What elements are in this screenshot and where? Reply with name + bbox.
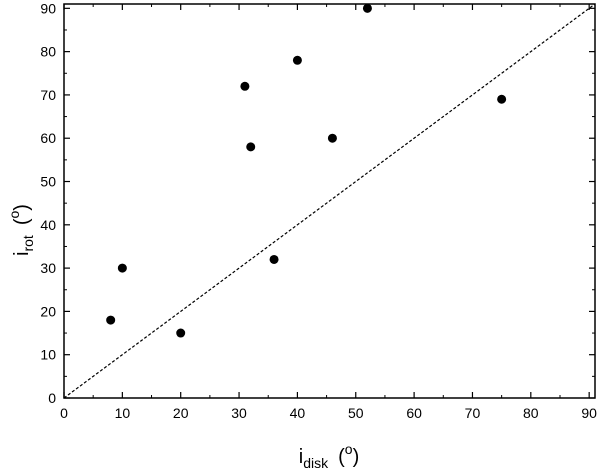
y-tick-label: 30 — [40, 260, 56, 276]
y-tick-label: 80 — [40, 44, 56, 60]
x-axis-label-open: ( — [338, 446, 345, 468]
data-point — [176, 328, 186, 338]
y-axis-label-close: ) — [11, 204, 33, 211]
x-tick-label: 20 — [173, 405, 189, 421]
y-axis-label: irot (o) — [6, 204, 36, 256]
x-axis-ticks: 0 10 20 30 40 50 60 70 80 90 — [60, 4, 597, 421]
y-axis-label-main: i — [11, 252, 33, 256]
x-tick-label: 80 — [523, 405, 539, 421]
data-point — [106, 315, 116, 325]
x-tick-label: 70 — [465, 405, 481, 421]
data-point — [327, 133, 337, 143]
x-tick-label: 50 — [348, 405, 364, 421]
x-axis-label-close: ) — [353, 446, 360, 468]
data-point — [497, 94, 507, 104]
plot-frame — [63, 3, 596, 399]
reference-diagonal-line — [63, 3, 596, 399]
y-tick-label: 90 — [40, 0, 56, 16]
data-points — [106, 3, 507, 338]
y-tick-label: 70 — [40, 87, 56, 103]
y-axis-label-open: ( — [11, 218, 33, 225]
x-tick-label: 40 — [290, 405, 306, 421]
x-tick-label: 0 — [60, 405, 68, 421]
y-axis-label-sup: o — [6, 211, 22, 219]
y-axis-ticks: 0 10 20 30 40 50 60 70 80 90 — [40, 0, 595, 406]
y-tick-label: 40 — [40, 217, 56, 233]
x-tick-label: 60 — [406, 405, 422, 421]
x-tick-label: 90 — [581, 405, 597, 421]
y-tick-label: 50 — [40, 174, 56, 190]
y-tick-label: 0 — [48, 390, 56, 406]
x-axis-label-main: i — [299, 446, 303, 468]
reference-line-layer — [63, 3, 596, 399]
y-tick-label: 10 — [40, 347, 56, 363]
y-tick-label: 60 — [40, 130, 56, 146]
x-axis-label-sup: o — [345, 441, 353, 457]
y-axis-label-sub: rot — [20, 235, 36, 251]
x-tick-label: 30 — [231, 405, 247, 421]
x-tick-label: 10 — [115, 405, 131, 421]
x-axis-label-sub: disk — [303, 455, 329, 471]
data-point — [292, 55, 302, 65]
data-point — [117, 263, 127, 273]
x-axis-label: idisk (o) — [299, 441, 360, 471]
y-tick-label: 20 — [40, 303, 56, 319]
data-point — [240, 81, 250, 91]
data-point — [246, 142, 256, 152]
data-point — [269, 254, 279, 264]
data-point — [362, 3, 372, 13]
